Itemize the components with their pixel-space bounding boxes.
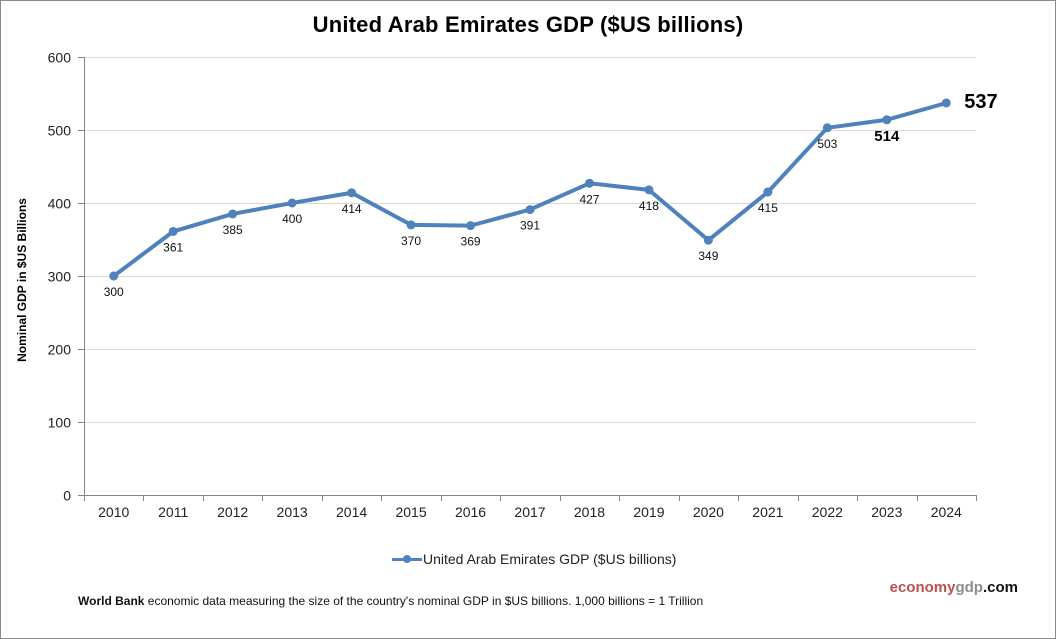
y-tick-label: 400 <box>48 196 72 212</box>
brand-part-gdp: gdp <box>955 579 983 596</box>
data-series <box>109 98 951 281</box>
data-label-2011: 361 <box>163 240 183 254</box>
data-label-2018: 427 <box>579 192 599 206</box>
data-point-2022 <box>822 123 832 133</box>
y-tick-labels: 0 100 200 300 400 500 600 <box>48 50 72 504</box>
x-tick-label: 2020 <box>693 504 724 520</box>
y-tick-label: 600 <box>48 50 72 66</box>
x-tick-label: 2016 <box>455 504 486 520</box>
x-tick-label: 2014 <box>336 504 367 520</box>
data-point-2018 <box>584 178 594 188</box>
data-label-2010: 300 <box>104 285 124 299</box>
data-label-2016: 369 <box>461 235 481 249</box>
x-tick-label: 2015 <box>395 504 426 520</box>
y-tick-label: 0 <box>63 488 71 504</box>
x-tick-label: 2024 <box>931 504 962 520</box>
axes <box>78 57 977 501</box>
y-tick-label: 100 <box>48 415 72 431</box>
data-labels: 300 361 385 400 414 370 369 391 427 418 349 415 503 5… <box>104 91 998 299</box>
y-tick-label: 200 <box>48 342 72 358</box>
data-point-2016 <box>466 221 476 231</box>
data-label-2014: 414 <box>342 202 362 216</box>
series-line <box>111 100 949 278</box>
y-tick-label: 500 <box>48 123 72 139</box>
data-label-2023: 514 <box>874 128 900 145</box>
footnote: World Bank economic data measuring the s… <box>78 594 703 608</box>
x-tick-label: 2022 <box>812 504 843 520</box>
x-tick-label: 2019 <box>633 504 664 520</box>
x-tick-label: 2011 <box>158 504 188 520</box>
data-point-2010 <box>109 271 119 281</box>
data-point-2012 <box>228 209 238 219</box>
data-label-2024: 537 <box>964 91 997 113</box>
data-label-2017: 391 <box>520 219 540 233</box>
y-axis-title: Nominal GDP in $US Billions <box>15 198 29 362</box>
data-point-2020 <box>703 235 713 245</box>
data-label-2019: 418 <box>639 199 659 213</box>
footnote-text: economic data measuring the size of the … <box>144 594 704 608</box>
data-label-2013: 400 <box>282 212 302 226</box>
data-label-2012: 385 <box>223 223 243 237</box>
legend: United Arab Emirates GDP ($US billions) <box>392 551 676 567</box>
data-label-2021: 415 <box>758 201 778 215</box>
chart-title: United Arab Emirates GDP ($US billions) <box>312 12 744 37</box>
data-label-2020: 349 <box>698 249 718 263</box>
data-point-2024 <box>941 98 951 108</box>
gridlines <box>84 57 976 423</box>
x-tick-label: 2023 <box>871 504 902 520</box>
data-point-2013 <box>287 198 297 208</box>
x-tick-label: 2013 <box>277 504 308 520</box>
brand-part-economy: economy <box>889 579 956 596</box>
x-tick-label: 2018 <box>574 504 605 520</box>
x-tick-label: 2012 <box>217 504 248 520</box>
data-point-2015 <box>406 220 416 230</box>
data-label-2022: 503 <box>817 137 837 151</box>
brand-part-com: .com <box>982 579 1018 596</box>
brand-logo: economygdp.com <box>890 579 1018 596</box>
x-tick-label: 2017 <box>514 504 545 520</box>
x-tick-label: 2021 <box>752 504 783 520</box>
footnote-source: World Bank <box>78 594 145 608</box>
legend-label: United Arab Emirates GDP ($US billions) <box>423 551 677 567</box>
x-tick-labels: 2010 2011 2012 2013 2014 2015 2016 2017 2018 2019… <box>98 504 962 520</box>
x-tick-label: 2010 <box>98 504 129 520</box>
data-point-2017 <box>525 205 535 215</box>
data-point-2021 <box>763 187 773 197</box>
data-point-2011 <box>168 226 178 236</box>
y-tick-label: 300 <box>48 269 72 285</box>
data-label-2015: 370 <box>401 234 421 248</box>
data-point-2023 <box>882 115 892 125</box>
legend-line-marker-icon <box>392 553 422 565</box>
data-point-2014 <box>347 188 357 198</box>
data-point-2019 <box>644 185 654 195</box>
